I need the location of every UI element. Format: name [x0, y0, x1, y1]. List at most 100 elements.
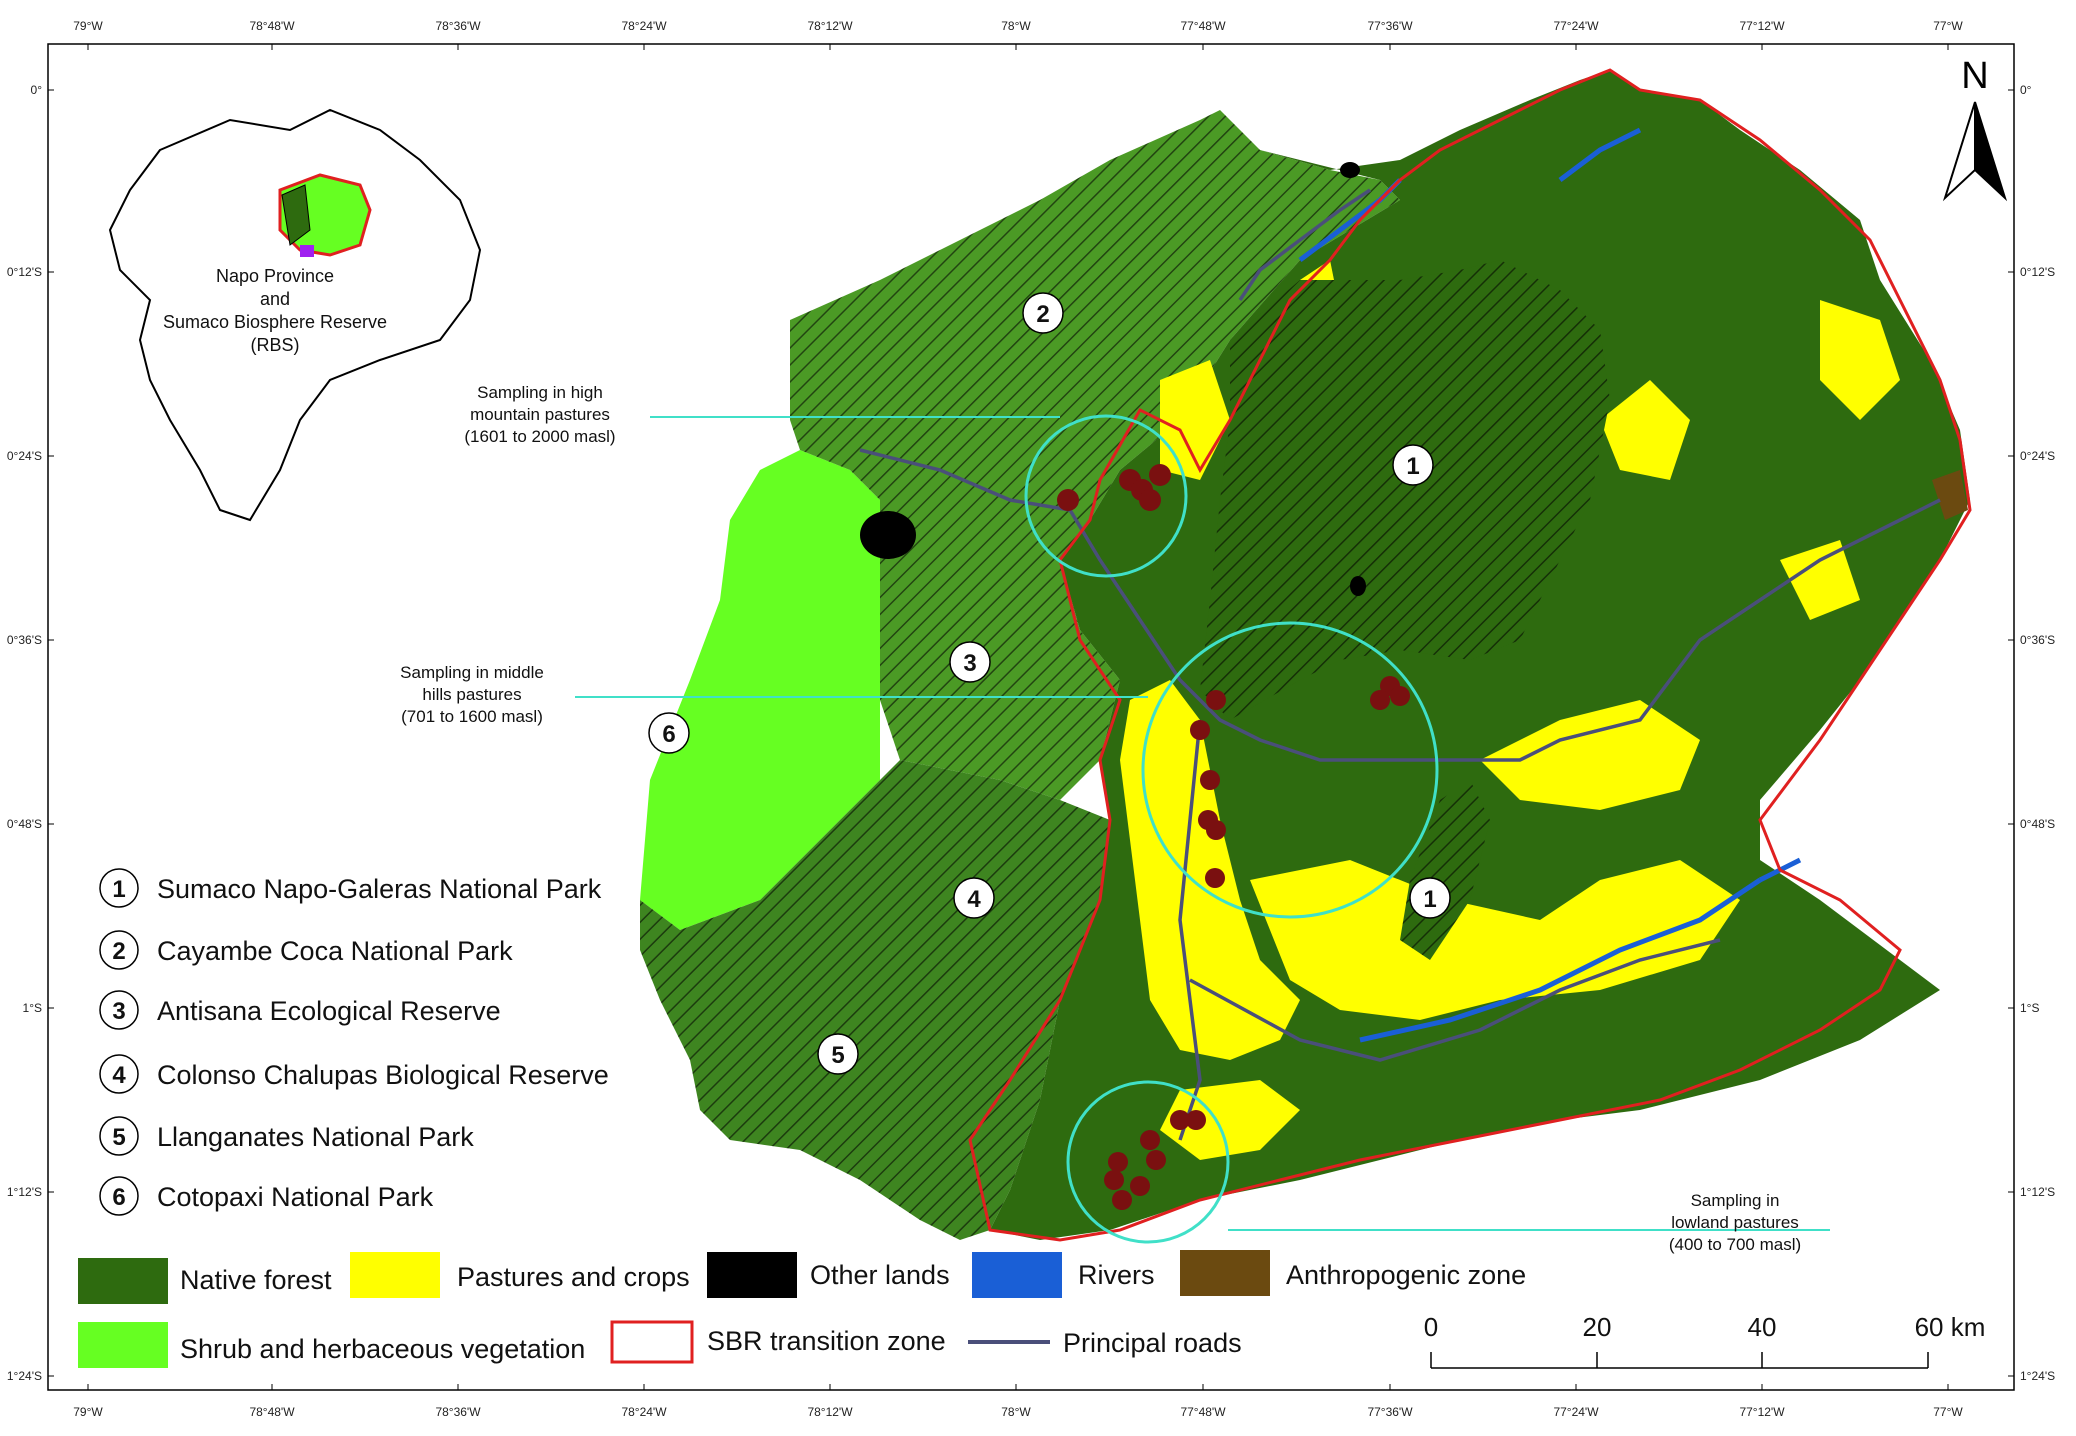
legend-swatch-rivers — [972, 1252, 1062, 1298]
annotation-middle: Sampling in middle hills pastures (701 t… — [400, 663, 544, 726]
cayambe-antisana-hatch — [790, 110, 1400, 800]
grid-label-right: 0° — [2020, 83, 2032, 97]
annotation-middle-line3: (701 to 1600 masl) — [401, 707, 543, 726]
grid-label-bottom: 78°W — [1001, 1405, 1031, 1419]
grid-label-top: 77°W — [1933, 19, 1963, 33]
grid-label-right: 1°24'S — [2020, 1369, 2055, 1383]
inset-country-outline — [108, 108, 482, 522]
shrub-zone-west — [640, 450, 880, 930]
scale-tick-60: 60 km — [1915, 1312, 1986, 1342]
grid-label-bottom: 78°24'W — [621, 1405, 667, 1419]
grid-label-top: 77°48'W — [1180, 19, 1226, 33]
protected-area-badge — [99, 1054, 139, 1094]
sampling-point — [1370, 690, 1390, 710]
grid-label-top: 77°36'W — [1367, 19, 1413, 33]
sampling-point — [1149, 464, 1171, 486]
legend-roads: Principal roads — [1063, 1328, 1242, 1358]
grid-label-top: 77°12'W — [1739, 19, 1785, 33]
study-area — [640, 68, 1972, 1244]
sampling-point — [1206, 690, 1226, 710]
annotation-low-line1: Sampling in — [1691, 1191, 1780, 1210]
grid-label-bottom: 77°36'W — [1367, 1405, 1413, 1419]
inset-park — [281, 184, 311, 246]
inset-label-line1: Napo Province — [216, 266, 334, 286]
sampling-point — [1112, 1190, 1132, 1210]
sampling-circle-low — [1066, 1080, 1230, 1244]
sampling-point — [1200, 770, 1220, 790]
annotation-middle-line2: hills pastures — [422, 685, 521, 704]
annotation-high-line3: (1601 to 2000 masl) — [464, 427, 615, 446]
grid-label-bottom: 79°W — [73, 1405, 103, 1419]
scale-tick-0: 0 — [1424, 1312, 1438, 1342]
legend-shrub: Shrub and herbaceous vegetation — [180, 1334, 585, 1364]
sampling-point — [1205, 868, 1225, 888]
protected-area-name: Llanganates National Park — [157, 1122, 474, 1152]
protected-area-number: 1 — [112, 876, 125, 903]
grid-label-bottom: 77°48'W — [1180, 1405, 1226, 1419]
grid-label-left: 1°24'S — [7, 1369, 42, 1383]
scale-tick-40: 40 — [1748, 1312, 1777, 1342]
area-label-5: 5 — [831, 1042, 844, 1069]
grid-label-right: 0°48'S — [2020, 817, 2055, 831]
sampling-point — [1186, 1110, 1206, 1130]
legend-rivers: Rivers — [1078, 1260, 1155, 1290]
scale-tick-20: 20 — [1583, 1312, 1612, 1342]
annotation-low-line2: lowland pastures — [1671, 1213, 1799, 1232]
sampling-point — [1390, 686, 1410, 706]
annotation-low-line3: (400 to 700 masl) — [1669, 1235, 1801, 1254]
other-lands-patch — [860, 511, 916, 559]
inset-label-line3: Sumaco Biosphere Reserve — [163, 312, 387, 332]
area-labels: 1 2 3 4 5 6 1 — [648, 292, 1451, 1075]
legend-swatch-anthropogenic — [1180, 1250, 1270, 1296]
scale-bar: 0 20 40 60 km — [1424, 1312, 1986, 1369]
grid-label-top: 78°48'W — [249, 19, 295, 33]
grid-label-top: 77°24'W — [1553, 19, 1599, 33]
sampling-circle-high — [1024, 414, 1188, 578]
area-label-6: 6 — [662, 721, 675, 748]
colonso-llanganates-hatch — [640, 760, 1110, 1240]
area-label-1: 1 — [1406, 453, 1419, 480]
legend-swatch-shrub — [78, 1322, 168, 1368]
sampling-point — [1140, 1130, 1160, 1150]
sampling-point — [1139, 489, 1161, 511]
grid-label-top: 78°12'W — [807, 19, 853, 33]
sampling-point — [1170, 1110, 1190, 1130]
protected-areas-list: 1 Sumaco Napo-Galeras National Park 2 Cayam… — [99, 868, 609, 1216]
legend-other-lands: Other lands — [810, 1260, 950, 1290]
annotation-low: Sampling in lowland pastures (400 to 700… — [1669, 1191, 1801, 1254]
grid-label-top: 78°36'W — [435, 19, 481, 33]
other-lands-patch — [1350, 576, 1366, 596]
inset-map: Napo Province and Sumaco Biosphere Reser… — [108, 108, 482, 522]
grid-label-left: 1°S — [23, 1001, 42, 1015]
grid-label-bottom: 78°48'W — [249, 1405, 295, 1419]
sampling-point — [1104, 1170, 1124, 1190]
grid-label-left: 0°48'S — [7, 817, 42, 831]
anthropogenic-patch — [1932, 470, 1968, 520]
grid-label-bottom: 78°36'W — [435, 1405, 481, 1419]
protected-area-name: Colonso Chalupas Biological Reserve — [157, 1060, 609, 1090]
inset-label-line2: and — [260, 289, 290, 309]
graticule: 79°W 78°48'W 78°36'W 78°24'W 78°12'W 78°W 77°4… — [7, 19, 2055, 1419]
protected-area-number: 6 — [112, 1184, 125, 1211]
protected-area-badge — [99, 1116, 139, 1156]
other-lands-patch — [1340, 162, 1360, 178]
annotation-high-line1: Sampling in high — [477, 383, 603, 402]
grid-label-right: 0°24'S — [2020, 449, 2055, 463]
sampling-point — [1130, 1176, 1150, 1196]
grid-label-bottom: 77°12'W — [1739, 1405, 1785, 1419]
inset-anthropic-marker — [300, 245, 314, 257]
protected-area-name: Cayambe Coca National Park — [157, 936, 513, 966]
legend-swatch-sbr — [610, 1320, 694, 1364]
sampling-point — [1206, 820, 1226, 840]
principal-roads — [859, 188, 1941, 1141]
grid-label-left: 0°36'S — [7, 633, 42, 647]
protected-area-badge — [99, 930, 139, 970]
grid-label-top: 78°24'W — [621, 19, 667, 33]
protected-area-number: 3 — [112, 998, 125, 1025]
grid-label-left: 0°24'S — [7, 449, 42, 463]
legend-native-forest: Native forest — [180, 1265, 332, 1295]
grid-label-top: 78°W — [1001, 19, 1031, 33]
protected-area-name: Sumaco Napo-Galeras National Park — [157, 874, 602, 904]
grid-label-bottom: 77°24'W — [1553, 1405, 1599, 1419]
protected-area-name: Cotopaxi National Park — [157, 1182, 434, 1212]
